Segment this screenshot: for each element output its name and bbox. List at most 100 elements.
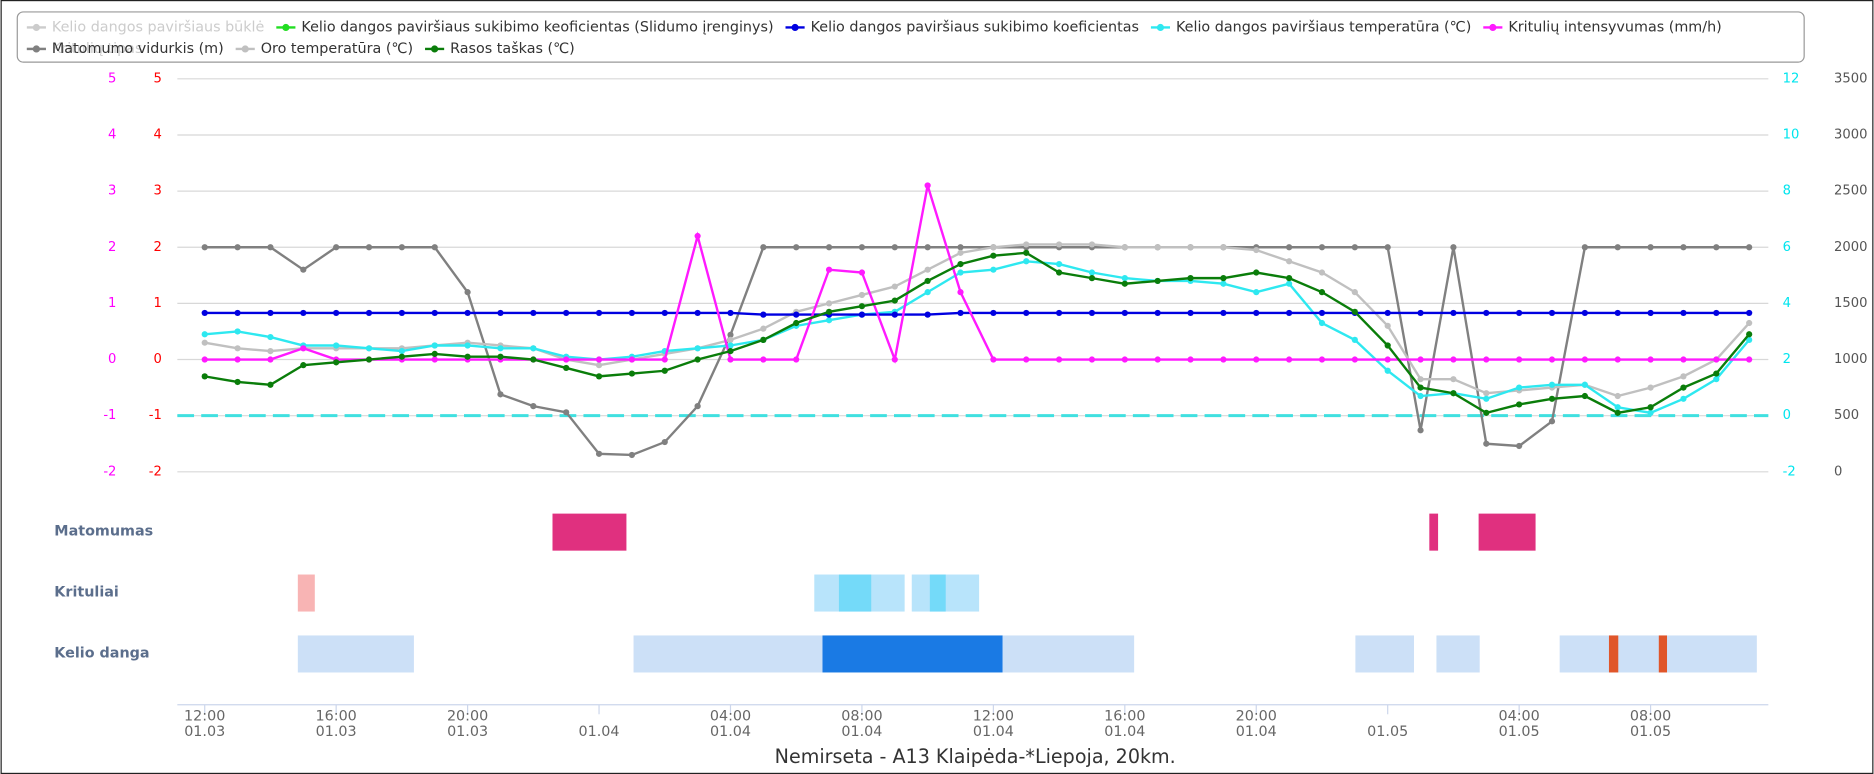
chart-title: Nemirseta - A13 Klaipėda-*Liepoja, 20km. bbox=[775, 745, 1176, 768]
point bbox=[1647, 384, 1654, 391]
point bbox=[891, 297, 898, 304]
point bbox=[595, 356, 603, 363]
point bbox=[825, 308, 833, 315]
point bbox=[1746, 336, 1753, 343]
point bbox=[1581, 244, 1588, 251]
point bbox=[727, 331, 734, 338]
point bbox=[1647, 404, 1654, 411]
point bbox=[1746, 331, 1753, 338]
point bbox=[1023, 258, 1030, 265]
point bbox=[1023, 241, 1030, 248]
legend-item[interactable]: Kelio dangos paviršiaus būklė bbox=[26, 19, 265, 35]
point bbox=[1187, 244, 1194, 251]
point bbox=[530, 403, 537, 410]
legend-symbol bbox=[791, 23, 799, 32]
legend-item[interactable]: Kritulių intensyvumas (mm/h) bbox=[1483, 19, 1722, 35]
point bbox=[1417, 376, 1424, 383]
point bbox=[365, 356, 373, 363]
point bbox=[825, 244, 833, 251]
point bbox=[201, 339, 208, 346]
legend-item[interactable]: Kelio dangos paviršiaus temperatūra (℃) bbox=[1150, 19, 1471, 35]
point bbox=[1023, 356, 1030, 363]
point bbox=[1746, 319, 1753, 327]
legend-item[interactable]: Oro temperatūra (℃) bbox=[235, 41, 413, 57]
legend-item[interactable]: Kelio dangos paviršiaus sukibimo keofici… bbox=[276, 19, 774, 35]
point bbox=[1318, 356, 1326, 363]
point bbox=[891, 311, 898, 318]
y-tick-label: 3 bbox=[153, 184, 161, 199]
point bbox=[1286, 244, 1293, 251]
point bbox=[201, 309, 208, 317]
x-tick-label: 16:00 bbox=[1104, 709, 1145, 725]
point bbox=[1384, 356, 1391, 363]
point bbox=[497, 309, 504, 317]
y-tick-label: 2000 bbox=[1834, 240, 1867, 255]
point bbox=[1286, 258, 1293, 265]
point bbox=[628, 356, 636, 363]
legend-symbol bbox=[431, 45, 439, 53]
series-line bbox=[204, 243, 1751, 398]
point bbox=[694, 403, 701, 410]
point bbox=[825, 317, 833, 324]
x-tick-label: 04:00 bbox=[1498, 709, 1539, 725]
point bbox=[530, 345, 537, 352]
point bbox=[957, 249, 964, 256]
point bbox=[563, 309, 570, 317]
point bbox=[1516, 309, 1523, 317]
timeline-segment bbox=[929, 574, 946, 612]
point bbox=[694, 356, 701, 363]
point bbox=[1680, 395, 1687, 402]
point bbox=[1417, 392, 1424, 400]
y-tick-label: -1 bbox=[149, 408, 162, 423]
point bbox=[398, 244, 405, 251]
x-tick-label: 20:00 bbox=[447, 709, 488, 725]
point bbox=[1713, 376, 1720, 383]
point bbox=[530, 356, 537, 363]
legend-text: Kritulių intensyvumas (mm/h) bbox=[1508, 19, 1721, 35]
y-tick-label: 5 bbox=[153, 71, 161, 86]
point bbox=[234, 378, 241, 386]
series-line bbox=[204, 311, 1750, 316]
point bbox=[1220, 244, 1227, 251]
x-tick-label: 12:00 bbox=[184, 709, 225, 725]
point bbox=[1647, 244, 1654, 251]
point bbox=[1318, 289, 1326, 296]
y-tick-label: 0 bbox=[108, 352, 116, 367]
point bbox=[1088, 241, 1096, 248]
series-line bbox=[204, 260, 1751, 415]
point bbox=[1253, 246, 1260, 254]
timeline-segment bbox=[1658, 635, 1668, 673]
point bbox=[1286, 275, 1293, 282]
y-tick-label: 1 bbox=[153, 296, 161, 311]
point bbox=[300, 345, 307, 352]
legend-item[interactable]: Kelio dangos paviršiaus sukibimo koefici… bbox=[785, 19, 1139, 35]
x-tick-label: 16:00 bbox=[316, 709, 357, 725]
point bbox=[760, 244, 767, 251]
point bbox=[1055, 260, 1063, 268]
point bbox=[858, 311, 866, 318]
x-tick-label: 01.05 bbox=[1499, 724, 1540, 740]
timeline-segment bbox=[633, 635, 823, 673]
point bbox=[497, 345, 504, 352]
legend-item[interactable]: Rasos taškas (℃) bbox=[425, 41, 575, 57]
point bbox=[727, 348, 734, 355]
point bbox=[793, 311, 800, 318]
y-tick-label: 1 bbox=[108, 296, 116, 311]
point bbox=[858, 291, 866, 299]
point bbox=[1746, 356, 1753, 363]
point bbox=[1088, 269, 1096, 276]
point bbox=[1187, 309, 1194, 317]
point bbox=[1483, 409, 1490, 416]
legend-item[interactable]: Matomumo vidurkis (m) bbox=[26, 41, 224, 57]
legend-text: Matomumo vidurkis (m) bbox=[52, 41, 224, 57]
point bbox=[1581, 392, 1588, 400]
y-tick-label: 0 bbox=[153, 352, 161, 367]
legend-symbol bbox=[32, 23, 40, 32]
point bbox=[464, 289, 471, 296]
point bbox=[1450, 376, 1457, 383]
point bbox=[661, 309, 668, 317]
point bbox=[760, 311, 767, 318]
point bbox=[595, 373, 603, 380]
point bbox=[1581, 381, 1588, 388]
